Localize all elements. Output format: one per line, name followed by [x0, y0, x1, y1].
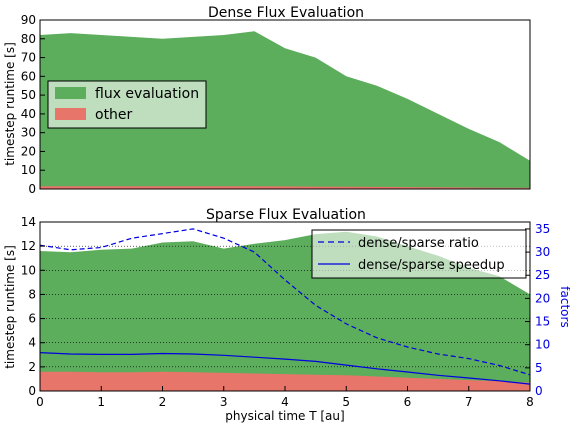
x-tick-label: 7 — [465, 395, 473, 409]
dense-y-ticks: 0 10 20 30 40 50 60 70 80 90 — [21, 13, 45, 196]
dense-panel-ylabel: timestep runtime [s] — [3, 42, 17, 166]
sparse-flux-panel: Sparse Flux Evaluation timestep runtime … — [3, 207, 570, 423]
sparse-y2-ticks: 0 5 10 15 20 25 30 35 — [525, 222, 550, 398]
line-dense-sparse-speedup — [39, 352, 531, 385]
y-tick-label: 2 — [28, 360, 36, 374]
y-tick-label: 70 — [21, 51, 36, 65]
y-tick-label: 4 — [28, 336, 36, 350]
x-tick-label: 6 — [404, 395, 412, 409]
legend-swatch-flux-evaluation — [55, 87, 86, 99]
sparse-legend-box — [311, 229, 527, 279]
y-tick-label: 40 — [21, 107, 36, 121]
y-tick-label: 12 — [21, 239, 36, 253]
area-other — [40, 186, 530, 189]
y-tick-label: 60 — [21, 69, 36, 83]
sparse-panel-ylabel: timestep runtime [s] — [3, 245, 17, 369]
dense-plot-frame — [39, 19, 531, 190]
y2-tick-label: 0 — [535, 384, 543, 398]
sparse-x-ticks: 0 1 2 3 4 5 6 7 8 — [36, 386, 534, 409]
dense-area-layer — [40, 31, 530, 189]
y-tick-label: 8 — [28, 287, 36, 301]
x-tick-label: 3 — [220, 395, 228, 409]
area-flux-evaluation — [40, 31, 530, 189]
y2-tick-label: 25 — [535, 268, 550, 282]
y2-tick-label: 35 — [535, 222, 550, 236]
legend-label-flux-evaluation: flux evaluation — [95, 86, 199, 102]
x-tick-label: 0 — [36, 395, 44, 409]
sparse-panel-factors-label: factors — [558, 286, 570, 327]
sparse-factor-lines — [39, 228, 531, 385]
sparse-panel-title: Sparse Flux Evaluation — [206, 207, 366, 223]
y2-tick-label: 20 — [535, 291, 550, 305]
y-tick-label: 10 — [21, 163, 36, 177]
legend-label-other: other — [95, 107, 133, 123]
y-tick-label: 14 — [21, 215, 36, 229]
dense-panel-title: Dense Flux Evaluation — [208, 5, 364, 21]
y-tick-label: 20 — [21, 144, 36, 158]
sparse-legend: dense/sparse ratio dense/sparse speedup — [311, 229, 527, 279]
y-tick-label: 10 — [21, 263, 36, 277]
x-tick-label: 5 — [342, 395, 350, 409]
x-tick-label: 2 — [159, 395, 167, 409]
line-dense-sparse-ratio — [39, 228, 531, 376]
legend-label-ratio: dense/sparse ratio — [358, 236, 479, 251]
sparse-grid — [40, 245, 530, 368]
x-tick-label: 4 — [281, 395, 289, 409]
x-tick-label: 8 — [526, 395, 534, 409]
y2-tick-label: 5 — [535, 361, 543, 375]
sparse-panel-xlabel: physical time T [au] — [225, 409, 344, 423]
y-tick-label: 30 — [21, 126, 36, 140]
sparse-plot-frame — [39, 221, 531, 392]
legend-swatch-other — [55, 108, 86, 120]
dense-flux-panel: Dense Flux Evaluation timestep runtime [… — [3, 5, 531, 196]
y-tick-label: 0 — [28, 384, 36, 398]
y-tick-label: 50 — [21, 88, 36, 102]
y-tick-label: 0 — [28, 182, 36, 196]
y-tick-label: 90 — [21, 13, 36, 27]
y2-tick-label: 30 — [535, 245, 550, 259]
y2-tick-label: 10 — [535, 338, 550, 352]
y-tick-label: 80 — [21, 32, 36, 46]
legend-label-speedup: dense/sparse speedup — [358, 258, 505, 273]
y-tick-label: 6 — [28, 312, 36, 326]
x-tick-label: 1 — [97, 395, 105, 409]
y2-tick-label: 15 — [535, 315, 550, 329]
dense-legend: flux evaluation other — [47, 80, 207, 129]
sparse-y-ticks: 0 2 4 6 8 10 12 14 — [21, 215, 45, 398]
